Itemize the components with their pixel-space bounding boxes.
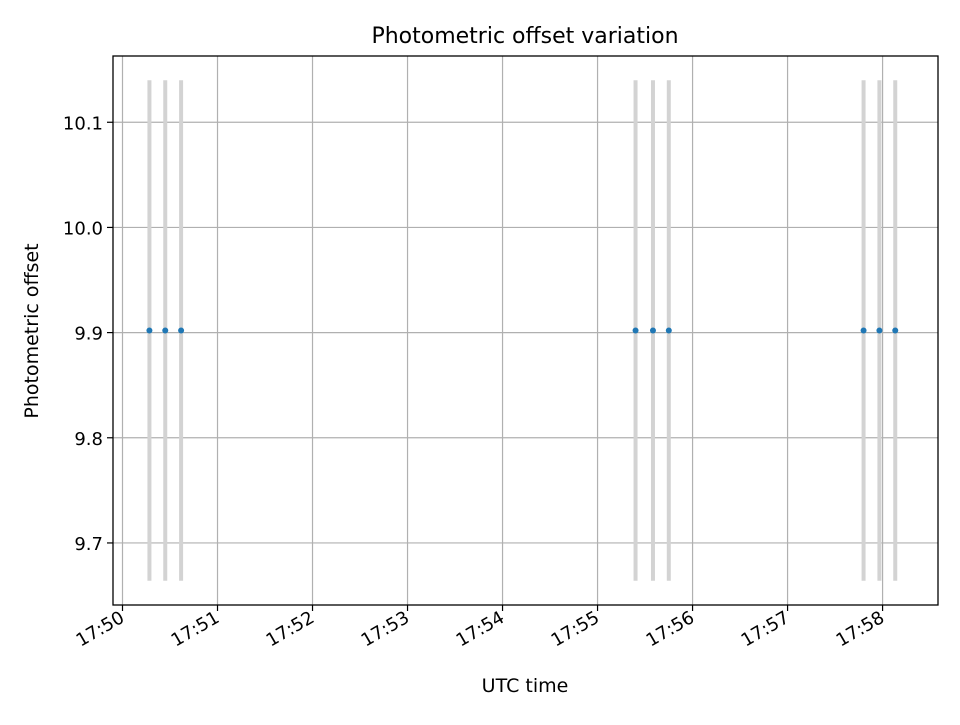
y-axis-label: Photometric offset (21, 243, 43, 418)
y-tick-label: 10.0 (63, 218, 103, 239)
data-point (146, 328, 152, 334)
chart-title: Photometric offset variation (371, 24, 678, 49)
y-tick-label: 9.7 (74, 534, 103, 555)
data-point (633, 328, 639, 334)
plot-area (113, 56, 938, 605)
data-point (892, 328, 898, 334)
y-tick-label: 9.9 (74, 324, 103, 345)
data-point (666, 328, 672, 334)
y-tick-label: 10.1 (63, 113, 103, 134)
y-tick-label: 9.8 (74, 429, 103, 450)
data-point (861, 328, 867, 334)
data-point (650, 328, 656, 334)
data-point (178, 328, 184, 334)
data-point (876, 328, 882, 334)
data-point (162, 328, 168, 334)
x-axis-label: UTC time (482, 675, 569, 697)
